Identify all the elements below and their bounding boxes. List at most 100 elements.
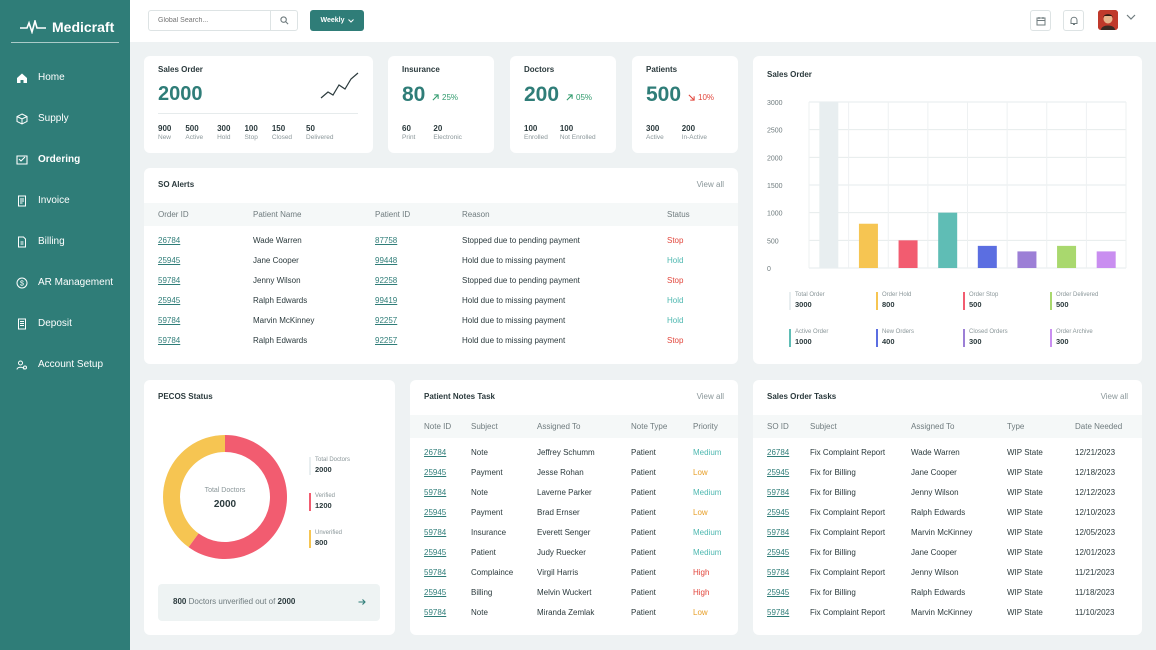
global-search — [148, 10, 298, 31]
table-row[interactable]: 25945 Patient Judy Ruecker Patient Medium — [410, 542, 738, 562]
logo[interactable]: Medicraft — [0, 0, 130, 42]
nav-item-invoice[interactable]: Invoice — [0, 180, 130, 221]
order-id-link[interactable]: 59784 — [158, 335, 181, 345]
panel-title: SO Alerts — [158, 180, 195, 189]
table-row[interactable]: 59784 Insurance Everett Senger Patient Mediu… — [410, 522, 738, 542]
y-tick-label: 1000 — [767, 211, 783, 218]
table-row[interactable]: 59784 Note Miranda Zemlak Patient Low — [410, 602, 738, 622]
note-id-link[interactable]: 26784 — [424, 447, 447, 457]
so-id-link[interactable]: 26784 — [767, 447, 790, 457]
calendar-button[interactable] — [1030, 10, 1051, 31]
legend-swatch — [963, 292, 965, 310]
table-cell: Hold due to missing payment — [462, 250, 667, 270]
table-row[interactable]: 25945 Ralph Edwards 99419 Hold due to missi… — [144, 290, 738, 310]
notification-button[interactable] — [1063, 10, 1084, 31]
patient-id-link[interactable]: 87758 — [375, 235, 398, 245]
table-row[interactable]: 26784 Note Jeffrey Schumm Patient Medium — [410, 442, 738, 462]
order-id-link[interactable]: 26784 — [158, 235, 181, 245]
pecos-status-panel: PECOS Status Total Doctors 2000 Total Do… — [144, 380, 395, 635]
unverified-summary[interactable]: 800 Doctors unverified out of 2000 — [158, 584, 380, 621]
table-row[interactable]: 25945 Jane Cooper 99448 Hold due to missing… — [144, 250, 738, 270]
table-cell: Complaince — [471, 562, 537, 582]
nav-item-deposit[interactable]: Deposit — [0, 303, 130, 344]
order-id-link[interactable]: 25945 — [158, 255, 181, 265]
note-id-link[interactable]: 59784 — [424, 527, 447, 537]
note-id-link[interactable]: 25945 — [424, 547, 447, 557]
table-row[interactable]: 59784 Jenny Wilson 92258 Stopped due to pen… — [144, 270, 738, 290]
kpi-value: 2000 — [158, 83, 203, 105]
nav-item-ar-management[interactable]: $ AR Management — [0, 262, 130, 303]
table-row[interactable]: 25945 Fix for Billing Ralph Edwards WIP Sta… — [753, 582, 1142, 602]
nav-item-account-setup[interactable]: Account Setup — [0, 344, 130, 385]
view-all-link[interactable]: View all — [1100, 392, 1128, 401]
column-header: Status — [667, 210, 690, 219]
table-cell: Hold due to missing payment — [462, 310, 667, 330]
so-id-link[interactable]: 59784 — [767, 527, 790, 537]
kpi-sub-label: In-Active — [681, 134, 707, 141]
nav-item-ordering[interactable]: Ordering — [0, 139, 130, 180]
nav-item-supply[interactable]: Supply — [0, 98, 130, 139]
donut-slice-unverified — [163, 435, 225, 548]
search-input[interactable] — [149, 11, 271, 30]
table-row[interactable]: 26784 Wade Warren 87758 Stopped due to pend… — [144, 230, 738, 250]
search-button[interactable] — [270, 11, 297, 30]
note-id-link[interactable]: 25945 — [424, 507, 447, 517]
table-cell: Billing — [471, 582, 537, 602]
patient-id-link[interactable]: 99448 — [375, 255, 398, 265]
table-row[interactable]: 26784 Fix Complaint Report Wade Warren WIP … — [753, 442, 1142, 462]
so-id-link[interactable]: 25945 — [767, 507, 790, 517]
table-row[interactable]: 59784 Note Laverne Parker Patient Medium — [410, 482, 738, 502]
table-row[interactable]: 59784 Fix Complaint Report Marvin McKinney… — [753, 602, 1142, 622]
nav-menu: Home Supply Ordering Invoice Billing $ A… — [0, 57, 130, 385]
table-row[interactable]: 59784 Marvin McKinney 92257 Hold due to mis… — [144, 310, 738, 330]
so-id-link[interactable]: 59784 — [767, 607, 790, 617]
view-all-link[interactable]: View all — [696, 392, 724, 401]
table-row[interactable]: 25945 Fix for Billing Jane Cooper WIP State… — [753, 462, 1142, 482]
so-id-link[interactable]: 25945 — [767, 587, 790, 597]
task-type: WIP State — [1007, 587, 1043, 597]
chevron-down-icon — [347, 18, 354, 23]
nav-item-home[interactable]: Home — [0, 57, 130, 98]
order-id-link[interactable]: 25945 — [158, 295, 181, 305]
table-row[interactable]: 25945 Fix for Billing Jane Cooper WIP State… — [753, 542, 1142, 562]
kpi-sub-label: Stop — [244, 134, 258, 141]
table-row[interactable]: 59784 Fix for Billing Jenny Wilson WIP Stat… — [753, 482, 1142, 502]
patient-id-link[interactable]: 99419 — [375, 295, 398, 305]
kpi-card-patients: Patients 500 10% 300 Active 200 In-Active — [632, 56, 738, 153]
patient-id-link[interactable]: 92258 — [375, 275, 398, 285]
so-id-link[interactable]: 59784 — [767, 487, 790, 497]
table-cell: 12/18/2023 — [1075, 462, 1142, 482]
table-row[interactable]: 59784 Complaince Virgil Harris Patient High — [410, 562, 738, 582]
table-row[interactable]: 59784 Fix Complaint Report Jenny Wilson WIP… — [753, 562, 1142, 582]
patient-name: Jane Cooper — [253, 255, 299, 265]
subject: Note — [471, 447, 488, 457]
patient-id-link[interactable]: 92257 — [375, 315, 398, 325]
nav-item-billing[interactable]: Billing — [0, 221, 130, 262]
table-row[interactable]: 25945 Billing Melvin Wuckert Patient High — [410, 582, 738, 602]
note-id-link[interactable]: 59784 — [424, 487, 447, 497]
profile-chevron-down-icon[interactable] — [1126, 14, 1136, 21]
so-id-link[interactable]: 59784 — [767, 567, 790, 577]
so-id-link[interactable]: 25945 — [767, 467, 790, 477]
table-row[interactable]: 25945 Payment Brad Ernser Patient Low — [410, 502, 738, 522]
order-id-link[interactable]: 59784 — [158, 275, 181, 285]
status-badge: Stop — [667, 335, 684, 345]
note-id-link[interactable]: 59784 — [424, 567, 447, 577]
so-id-link[interactable]: 25945 — [767, 547, 790, 557]
table-row[interactable]: 59784 Fix Complaint Report Marvin McKinney… — [753, 522, 1142, 542]
summary-total: 2000 — [277, 597, 296, 606]
table-cell: 25945 — [410, 582, 471, 602]
note-id-link[interactable]: 25945 — [424, 467, 447, 477]
note-id-link[interactable]: 25945 — [424, 587, 447, 597]
assigned-to: Jesse Rohan — [537, 467, 584, 477]
table-row[interactable]: 25945 Payment Jesse Rohan Patient Low — [410, 462, 738, 482]
table-row[interactable]: 25945 Fix Complaint Report Ralph Edwards WI… — [753, 502, 1142, 522]
period-dropdown[interactable]: Weekly — [310, 10, 364, 31]
view-all-link[interactable]: View all — [696, 180, 724, 189]
patient-id-link[interactable]: 92257 — [375, 335, 398, 345]
avatar[interactable] — [1098, 10, 1118, 30]
order-id-link[interactable]: 59784 — [158, 315, 181, 325]
note-id-link[interactable]: 59784 — [424, 607, 447, 617]
table-row[interactable]: 59784 Ralph Edwards 92257 Hold due to missi… — [144, 330, 738, 350]
subject: Note — [471, 487, 488, 497]
